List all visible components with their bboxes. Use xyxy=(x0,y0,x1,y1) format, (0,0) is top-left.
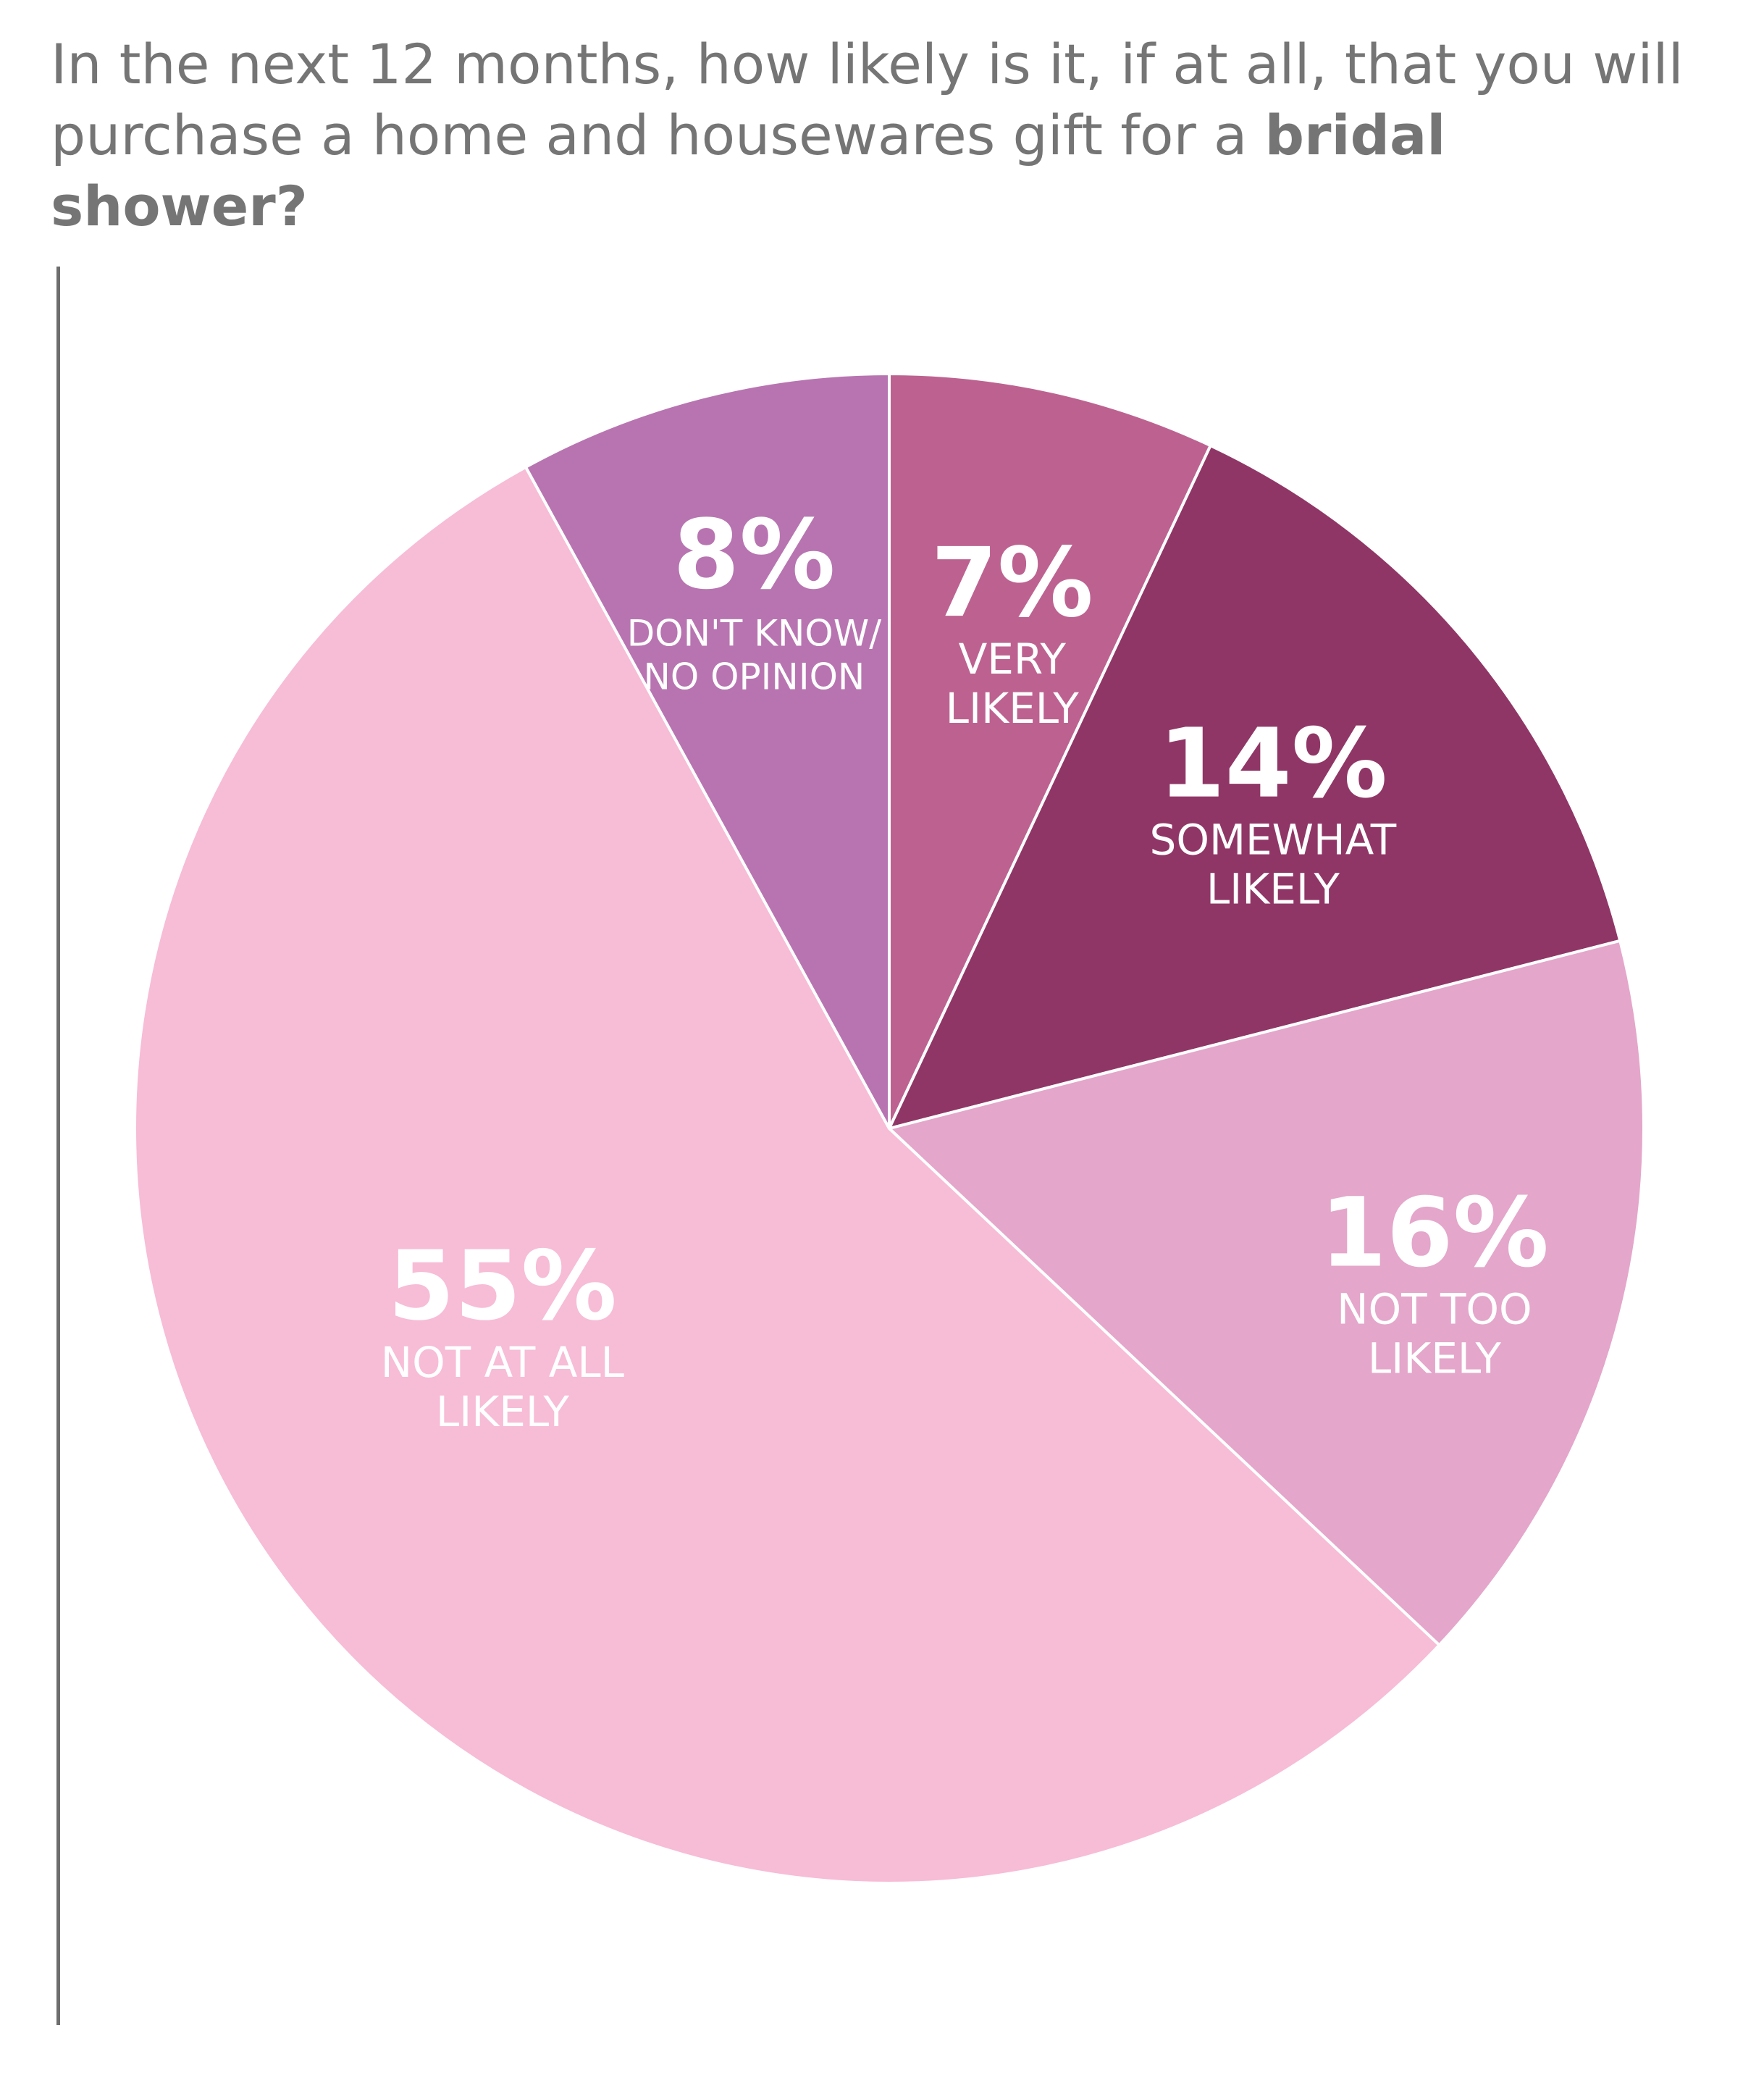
chart-title-emphasis: bridal shower? xyxy=(51,103,1446,238)
slice-label-group: 8%DON'T KNOW/NO OPINION xyxy=(627,499,881,698)
pie-slice-very-likely xyxy=(888,372,1212,1130)
slice-category-label: NO OPINION xyxy=(644,655,865,698)
slice-value-label: 8% xyxy=(673,499,835,611)
slice-category-label: VERY xyxy=(959,634,1067,684)
vertical-rule xyxy=(56,267,60,2025)
slice-category-label: NOT TOO xyxy=(1337,1285,1532,1334)
slice-category-label: LIKELY xyxy=(1368,1334,1502,1383)
pie-slice-not-at-all-likely xyxy=(133,465,1441,1885)
pie-slice-somewhat-likely xyxy=(888,444,1622,1130)
slice-value-label: 7% xyxy=(931,527,1093,639)
pie-slices xyxy=(133,372,1645,1885)
slice-category-label: DON'T KNOW/ xyxy=(627,612,881,654)
slice-category-label: LIKELY xyxy=(946,684,1080,733)
chart-title: In the next 12 months, how likely is it,… xyxy=(51,29,1716,242)
pie-slice-not-too-likely xyxy=(888,939,1645,1647)
slice-value-label: 14% xyxy=(1159,708,1387,820)
pie-slice-don-t-know-no-opinion xyxy=(524,372,891,1130)
slice-category-label: NOT AT ALL xyxy=(381,1338,624,1387)
chart-title-text: In the next 12 months, how likely is it,… xyxy=(51,32,1684,167)
slice-category-label: LIKELY xyxy=(1206,865,1340,914)
slice-category-label: LIKELY xyxy=(436,1387,570,1436)
slice-value-label: 55% xyxy=(388,1231,617,1342)
slice-value-label: 16% xyxy=(1320,1178,1549,1289)
slice-category-label: SOMEWHAT xyxy=(1150,816,1397,865)
